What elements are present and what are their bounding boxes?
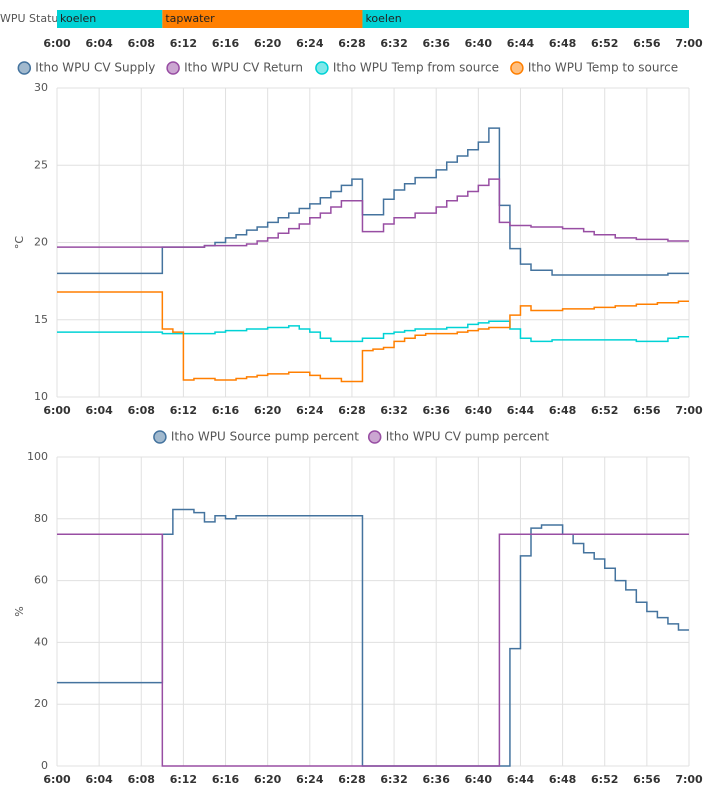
legend-marker <box>367 430 382 444</box>
x-tick-label: 6:32 <box>380 404 407 417</box>
x-tick-label: 7:00 <box>675 773 703 786</box>
x-tick-label: 6:48 <box>549 37 576 50</box>
series-line <box>57 178 689 248</box>
timeline-segment-label: koelen <box>60 12 96 25</box>
y-tick-label: 20 <box>34 236 48 249</box>
legend-marker <box>510 61 524 75</box>
y-tick-label: 20 <box>34 697 48 710</box>
x-tick-label: 6:56 <box>633 37 661 50</box>
x-tick-label: 7:00 <box>675 37 703 50</box>
x-tick-label: 6:00 <box>43 404 71 417</box>
x-tick-label: 6:00 <box>43 773 71 786</box>
legend-label: Itho WPU Temp from source <box>333 61 499 75</box>
x-tick-label: 6:28 <box>338 773 365 786</box>
timeline-segment <box>362 10 689 28</box>
y-tick-label: 30 <box>34 81 48 94</box>
y-axis-label: °C <box>13 236 26 250</box>
y-tick-label: 60 <box>34 574 48 587</box>
x-tick-label: 6:08 <box>128 773 155 786</box>
x-tick-label: 6:04 <box>85 773 113 786</box>
x-tick-label: 6:40 <box>465 37 493 50</box>
y-tick-label: 25 <box>34 158 48 171</box>
timeline-segment <box>57 10 163 28</box>
y-axis-label: % <box>13 606 26 616</box>
x-tick-label: 6:48 <box>549 773 576 786</box>
y-tick-label: 10 <box>34 390 48 403</box>
x-tick-label: 6:32 <box>380 773 407 786</box>
x-tick-label: 6:44 <box>507 773 535 786</box>
x-tick-label: 6:08 <box>128 404 155 417</box>
x-tick-label: 6:48 <box>549 404 576 417</box>
x-tick-label: 6:40 <box>465 404 493 417</box>
y-tick-label: 80 <box>34 512 48 525</box>
series-line <box>57 533 689 767</box>
y-tick-label: 0 <box>41 759 48 772</box>
x-tick-label: 6:32 <box>380 37 407 50</box>
x-tick-label: 6:36 <box>423 404 451 417</box>
legend-label: Itho WPU CV Supply <box>35 61 155 75</box>
legend-marker <box>315 61 329 75</box>
legend-marker <box>166 61 180 75</box>
x-tick-label: 6:16 <box>212 773 240 786</box>
y-tick-label: 40 <box>34 635 48 648</box>
x-tick-label: 6:52 <box>591 773 618 786</box>
x-tick-label: 6:28 <box>338 404 365 417</box>
x-tick-label: 6:36 <box>423 773 451 786</box>
legend-label: Itho WPU Temp to source <box>528 61 678 75</box>
legend-marker <box>17 61 32 75</box>
x-tick-label: 6:44 <box>507 37 535 50</box>
x-tick-label: 6:24 <box>296 404 324 417</box>
x-tick-label: 6:04 <box>85 404 113 417</box>
x-tick-label: 6:20 <box>254 773 282 786</box>
timeline-segment-label: koelen <box>365 12 401 25</box>
x-tick-label: 6:12 <box>170 37 197 50</box>
x-tick-label: 6:20 <box>254 37 282 50</box>
x-tick-label: 6:24 <box>296 773 324 786</box>
x-tick-label: 6:20 <box>254 404 282 417</box>
x-tick-label: 6:56 <box>633 404 661 417</box>
x-tick-label: 6:24 <box>296 37 324 50</box>
x-tick-label: 6:40 <box>465 773 493 786</box>
x-tick-label: 6:52 <box>591 37 618 50</box>
x-tick-label: 6:16 <box>212 404 240 417</box>
y-tick-label: 15 <box>34 313 48 326</box>
series-line <box>57 320 689 343</box>
series-line <box>57 508 689 767</box>
x-tick-label: 6:36 <box>423 37 451 50</box>
x-tick-label: 6:28 <box>338 37 365 50</box>
y-tick-label: 100 <box>27 450 48 463</box>
timeline-label: WPU Status <box>0 12 64 25</box>
x-tick-label: 6:12 <box>170 773 197 786</box>
legend-label: Itho WPU CV pump percent <box>386 430 550 444</box>
x-tick-label: 6:56 <box>633 773 661 786</box>
timeline-segment <box>162 10 363 28</box>
legend-marker <box>153 430 167 444</box>
x-tick-label: 6:08 <box>128 37 155 50</box>
series-line <box>57 291 689 383</box>
timeline-segment-label: tapwater <box>165 12 215 25</box>
x-tick-label: 6:00 <box>43 37 71 50</box>
x-tick-label: 6:52 <box>591 404 618 417</box>
x-tick-label: 7:00 <box>675 404 703 417</box>
x-tick-label: 6:04 <box>85 37 113 50</box>
x-tick-label: 6:16 <box>212 37 240 50</box>
x-tick-label: 6:12 <box>170 404 197 417</box>
x-tick-label: 6:44 <box>507 404 535 417</box>
legend-label: Itho WPU CV Return <box>184 61 303 75</box>
series-line <box>57 127 689 276</box>
legend-label: Itho WPU Source pump percent <box>171 430 359 444</box>
